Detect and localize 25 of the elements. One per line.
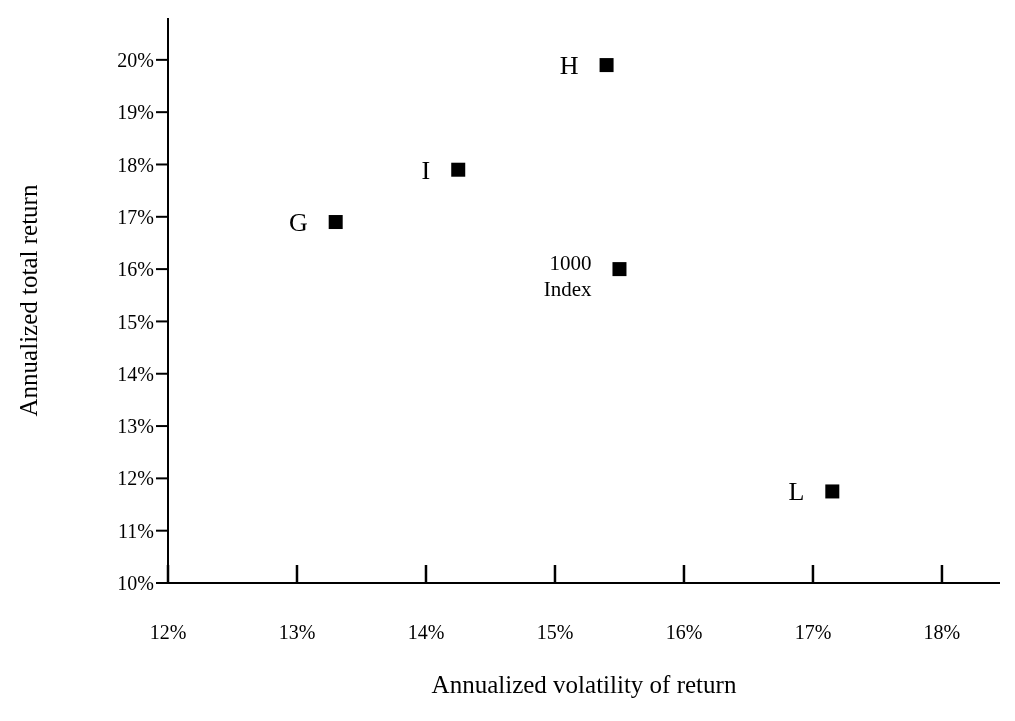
y-tick-label: 14% [117, 362, 154, 385]
series-label: L [788, 476, 805, 506]
y-tick-label: 15% [117, 310, 154, 333]
x-tick-label: 15% [536, 621, 574, 644]
y-tick-label: 17% [117, 205, 154, 228]
y-tick-label: 12% [117, 467, 154, 490]
x-axis-title: Annualized volatility of return [431, 671, 737, 698]
series-label: G [288, 207, 308, 237]
series-label: I [421, 155, 431, 185]
x-tick-label: 18% [923, 621, 961, 644]
series-label: 1000 Index [543, 251, 592, 302]
x-tick-label: 14% [407, 621, 445, 644]
x-tick-label: 12% [149, 621, 187, 644]
y-tick-label: 13% [117, 415, 154, 438]
y-tick-label: 19% [117, 101, 154, 124]
x-tick-label: 13% [278, 621, 316, 644]
y-axis-title: Annualized total return [14, 184, 42, 417]
y-tick-label: 20% [117, 48, 154, 71]
y-tick-label: 16% [117, 258, 154, 281]
y-tick-label: 10% [117, 572, 154, 595]
y-tick-label: 18% [117, 153, 154, 176]
y-tick-label: 11% [118, 519, 154, 542]
series-label: H [559, 50, 579, 80]
x-tick-label: 17% [794, 621, 832, 644]
x-tick-label: 16% [665, 621, 703, 644]
